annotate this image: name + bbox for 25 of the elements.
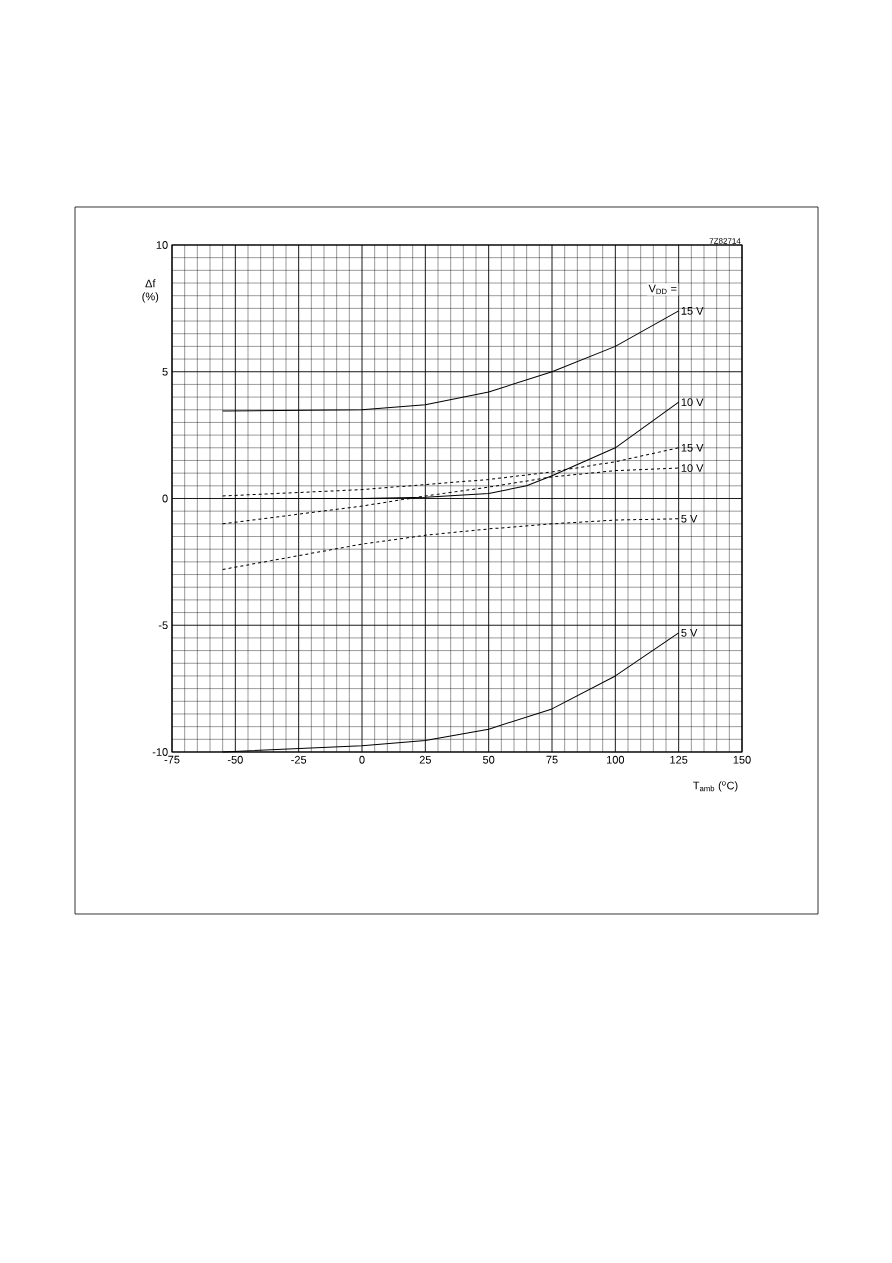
series-label: 5 V	[681, 629, 698, 637]
x-tick-label: 100	[606, 755, 625, 764]
x-tick-label: 50	[482, 755, 495, 764]
text: 7Z82714	[709, 238, 741, 244]
series-label: 10 V	[681, 398, 704, 407]
y-axis-title: Δf (%)	[142, 279, 159, 303]
series-label: 5 V	[681, 514, 698, 523]
x-axis-title: T$_{amb}$ ($^{o}$C)	[693, 781, 738, 792]
y-tick-label: 0	[162, 494, 168, 503]
legend-title: V$_{DD}$ =	[648, 284, 677, 294]
series-label: 15 V	[681, 307, 704, 315]
x-tick-label: 125	[670, 755, 688, 764]
series-label: 15 V	[681, 443, 704, 452]
y-tick-label: -5	[158, 621, 168, 630]
x-tick-label: -75	[164, 755, 180, 764]
y-tick-label: 5	[162, 367, 168, 376]
series-label: 10 V	[681, 464, 704, 472]
x-tick-label: -25	[291, 755, 307, 764]
x-tick-label: 75	[546, 755, 558, 764]
x-tick-label: 0	[359, 755, 365, 764]
x-tick-label: -50	[227, 755, 243, 764]
x-tick-label: 150	[733, 755, 751, 764]
y-tick-label: -10	[152, 748, 168, 756]
y-tick-label: 10	[156, 241, 168, 249]
x-tick-label: 25	[419, 755, 431, 764]
